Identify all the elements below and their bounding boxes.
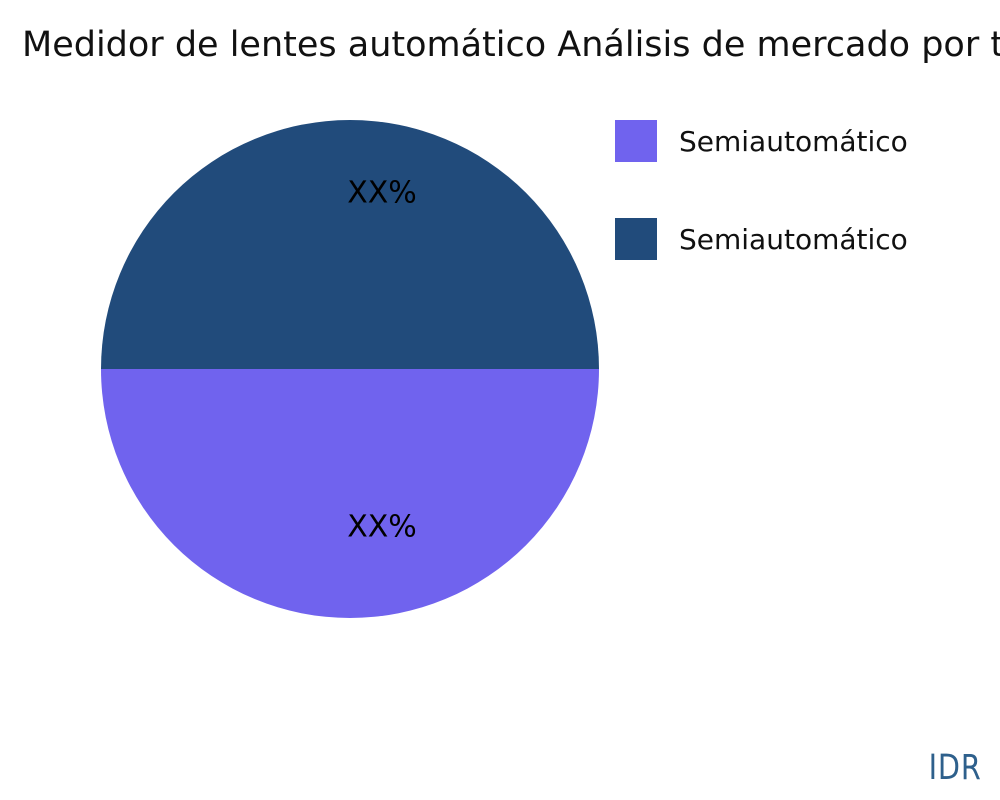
pie-slice-semiautomatico-bottom: [101, 369, 599, 618]
legend-item: Semiautomático: [615, 218, 908, 260]
legend-item: Semiautomático: [615, 120, 908, 162]
pie-slice-semiautomatico-top: [101, 120, 599, 369]
pie-slice-label-bottom: XX%: [347, 509, 417, 545]
legend-swatch-purple: [615, 120, 657, 162]
pie-slice-label-top: XX%: [347, 175, 417, 211]
legend-swatch-darkblue: [615, 218, 657, 260]
watermark-idr: IDR: [929, 748, 982, 788]
chart-title: Medidor de lentes automático Análisis de…: [22, 25, 1000, 65]
legend-label: Semiautomático: [679, 124, 908, 158]
legend-label: Semiautomático: [679, 222, 908, 256]
legend: Semiautomático Semiautomático: [615, 120, 908, 316]
